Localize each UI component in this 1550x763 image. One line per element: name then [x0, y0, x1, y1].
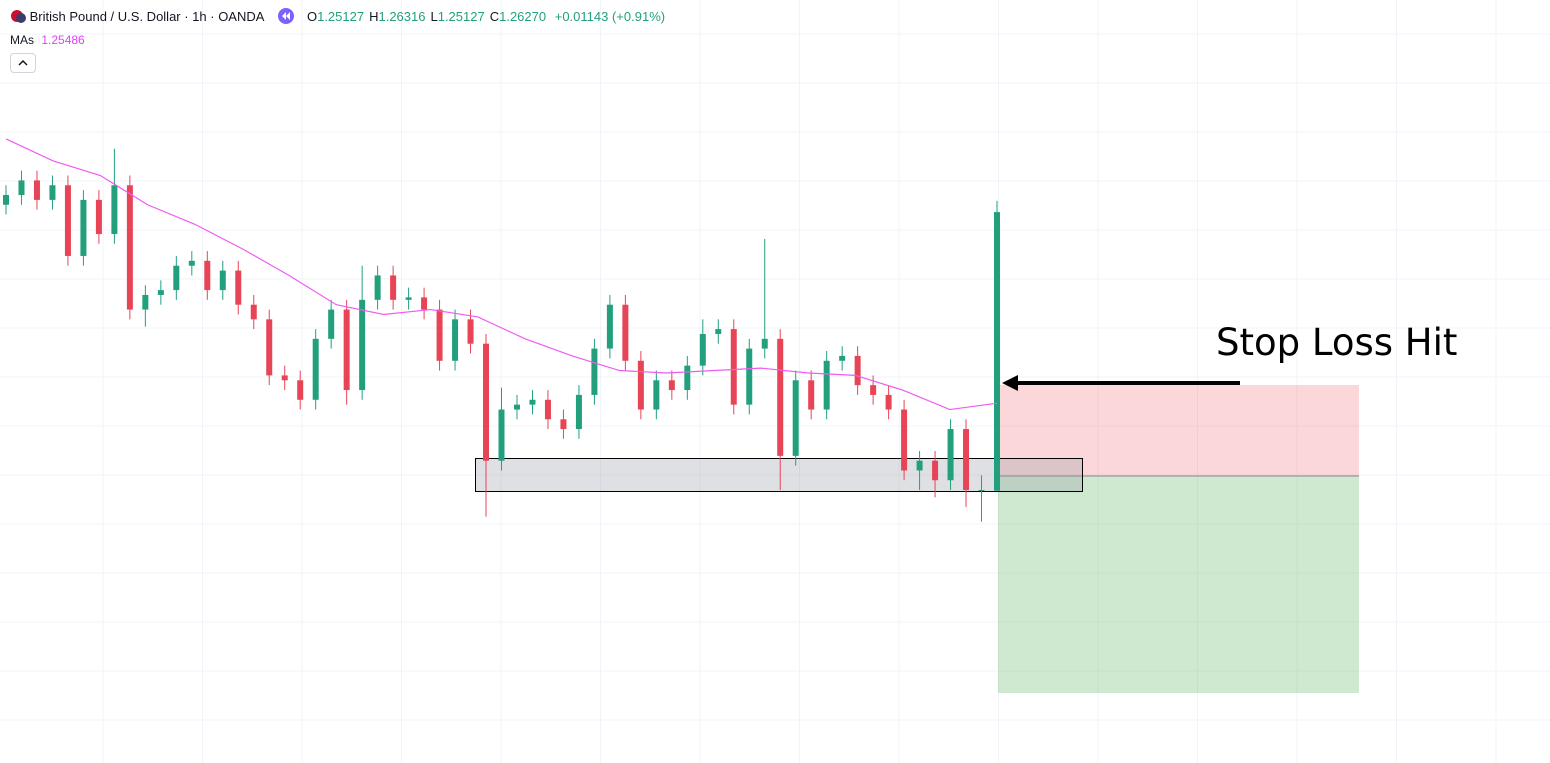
candle-body [359, 299, 366, 391]
candle-body [235, 270, 242, 305]
stop-zone [998, 385, 1359, 476]
candle-body [312, 338, 319, 400]
candle-body [250, 304, 257, 320]
candle-body [80, 199, 87, 256]
candle-body [513, 404, 520, 410]
target-zone [998, 476, 1359, 693]
indicator-row: MAs 1.25486 [10, 33, 85, 47]
ohlc-item: O1.25127 [307, 9, 364, 24]
ohlc-key: C [489, 9, 500, 24]
candle-body [126, 185, 133, 310]
candle-body [219, 270, 226, 291]
candle-body [901, 409, 908, 471]
candle-body [405, 297, 412, 300]
candle-body [64, 185, 71, 256]
candle-body [452, 319, 459, 361]
ohlc-value: 1.25127 [317, 9, 365, 24]
candle-body [374, 275, 381, 300]
ohlc-item: H1.26316 [369, 9, 425, 24]
candle-body [436, 309, 443, 361]
candle-body [111, 185, 118, 235]
candle-body [33, 180, 40, 200]
candle-body [591, 348, 598, 395]
candle-body [606, 304, 613, 349]
candle-body [560, 419, 567, 430]
candle-body [699, 333, 706, 366]
candle-body [963, 429, 970, 490]
indicator-value: 1.25486 [41, 33, 85, 47]
candle-body [932, 460, 939, 481]
candle-body [808, 380, 815, 410]
candle-body [49, 185, 56, 200]
candle-body [870, 385, 877, 395]
ohlc-item: C1.26270 [490, 9, 546, 24]
candle-body [204, 260, 211, 291]
candle-body [18, 180, 25, 196]
ohlc-value: 1.26270 [499, 9, 547, 24]
ohlc-key: O [306, 9, 318, 24]
candle-body [854, 355, 861, 386]
candle-body [978, 489, 985, 491]
candle-body [761, 338, 768, 349]
candle-body [421, 297, 428, 310]
indicator-name: MAs [10, 33, 34, 47]
candle-body [157, 290, 164, 295]
moving-average [5, 138, 998, 411]
arrow-head [1002, 375, 1018, 391]
chevron-icon [18, 59, 28, 66]
candle-body [715, 329, 722, 334]
candle-body [947, 429, 954, 481]
ohlc-key: L [430, 9, 438, 24]
plot [3, 138, 1000, 522]
candle-body [653, 380, 660, 410]
candle-body [188, 260, 195, 266]
candle-body [529, 399, 536, 405]
candle-body [746, 348, 753, 405]
candle-body [483, 343, 490, 461]
candle-body [390, 275, 397, 300]
candle-body [467, 319, 474, 344]
candle-body [637, 360, 644, 410]
change: +0.01143 (+0.91%) [554, 9, 666, 24]
candle-body [297, 380, 304, 400]
ohlc-value: 1.26316 [378, 9, 426, 24]
candle-body [3, 195, 9, 205]
symbol-row: British Pound / U.S. Dollar · 1h · OANDA… [10, 7, 665, 25]
candle-body [575, 394, 582, 430]
ohlc-key: H [369, 9, 379, 24]
symbol: British Pound / U.S. Dollar · 1h · OANDA [29, 9, 264, 24]
candle-body [885, 394, 892, 410]
candle-body [328, 309, 335, 339]
replay-button[interactable] [277, 7, 295, 25]
candle-body [95, 199, 102, 235]
candle-body [343, 309, 350, 391]
flag-icon [11, 10, 26, 23]
candle-body [823, 360, 830, 410]
candle-body [777, 338, 784, 456]
support-zone [475, 458, 1083, 492]
candle-body [792, 380, 799, 456]
candle-body [730, 329, 737, 405]
annotation: Stop Loss Hit [1216, 321, 1457, 364]
ohlc-value: 1.25127 [437, 9, 485, 24]
candle-body [173, 265, 180, 291]
candle-body [668, 380, 675, 391]
candle-body [916, 460, 923, 471]
ohlc: O1.25127 H1.26316 L1.25127 C1.26270 [307, 9, 551, 24]
candle-body [498, 409, 505, 461]
candle-body [622, 304, 629, 361]
candle-body [544, 399, 551, 420]
candle-body [839, 355, 846, 361]
ohlc-item: L1.25127 [430, 9, 484, 24]
candle-body [684, 365, 691, 391]
candle-body [142, 294, 149, 310]
candle-body [281, 375, 288, 381]
candle-body [994, 212, 1000, 491]
collapse-button[interactable] [10, 53, 36, 73]
candle-body [266, 319, 273, 376]
